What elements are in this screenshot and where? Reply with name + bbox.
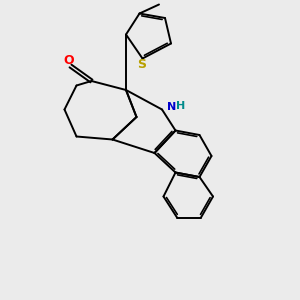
Text: N: N — [167, 102, 176, 112]
Text: H: H — [176, 101, 185, 111]
Text: O: O — [64, 54, 74, 67]
Text: S: S — [137, 58, 146, 71]
